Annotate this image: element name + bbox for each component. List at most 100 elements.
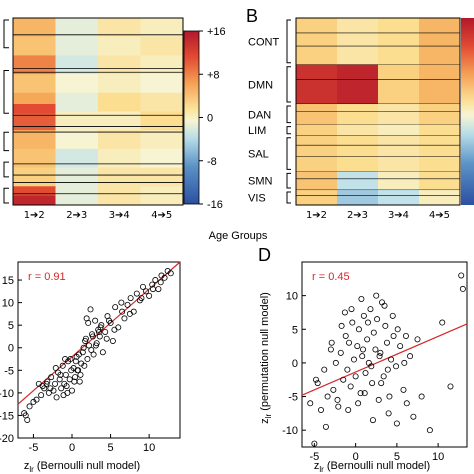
scatter-right-point bbox=[372, 346, 379, 353]
scatter-right-point bbox=[400, 386, 407, 393]
heatmap-left-cell bbox=[13, 36, 56, 56]
scatter-right-point bbox=[403, 400, 410, 407]
network-labels: CONT DMN DAN LIM SAL SMN VIS bbox=[248, 19, 291, 205]
colorbar-tick-label: 0 bbox=[207, 113, 213, 125]
scatter-left-point bbox=[85, 342, 92, 349]
scatter-right-point bbox=[357, 390, 364, 397]
heatmap-left-cell bbox=[13, 104, 56, 114]
heatmap-x-label: Age Groups bbox=[209, 230, 268, 242]
scatter-right-point bbox=[367, 306, 374, 313]
scatter-right-point bbox=[342, 332, 349, 339]
scatter-right-point bbox=[359, 353, 366, 360]
scatter-left-point bbox=[63, 383, 70, 390]
scatter-right-point bbox=[364, 336, 371, 343]
heatmap-right-cell bbox=[337, 171, 379, 191]
scatter-left-point bbox=[77, 371, 84, 378]
scatter-left-point bbox=[75, 351, 82, 358]
network-label: DAN bbox=[248, 109, 271, 121]
heatmap-right-tick-label: 4➔5 bbox=[429, 210, 450, 221]
heatmap-left-bracket bbox=[3, 69, 9, 114]
scatter-left-y-tick-label: 0 bbox=[8, 343, 14, 355]
scatter-right-point bbox=[354, 343, 361, 350]
scatter-right-point bbox=[313, 376, 320, 383]
scatter-right-point bbox=[364, 319, 371, 326]
scatter-left-point bbox=[53, 394, 60, 401]
scatter-left-point bbox=[90, 351, 97, 358]
heatmap-right-cell bbox=[378, 124, 420, 137]
network-bracket bbox=[286, 66, 291, 103]
scatter-left-point bbox=[126, 310, 133, 317]
scatter-right-point bbox=[322, 423, 329, 430]
scatter-right-point bbox=[390, 332, 397, 339]
scatter-right-point bbox=[388, 356, 395, 363]
heatmap-right-cell bbox=[419, 135, 461, 172]
heatmap-left-cell bbox=[140, 55, 184, 75]
heatmap-right-cell bbox=[337, 64, 379, 105]
colorbar-tick-label: +16 bbox=[207, 26, 226, 38]
heatmap-left-cell bbox=[55, 130, 99, 150]
heatmap-left-cell bbox=[98, 167, 141, 187]
scatter-left-point bbox=[149, 281, 156, 288]
scatter-right-y-tick-label: 10 bbox=[286, 291, 298, 303]
heatmap-left-bracket bbox=[3, 131, 9, 152]
scatter-right-point bbox=[348, 306, 355, 313]
heatmap-right-cell bbox=[419, 171, 461, 191]
scatter-right-axes bbox=[301, 261, 468, 448]
scatter-left-y-tick-label: 10 bbox=[2, 298, 14, 310]
scatter-right-point bbox=[397, 343, 404, 350]
scatter-left-point bbox=[102, 328, 109, 335]
heatmap-left-cell bbox=[55, 167, 99, 187]
scatter-right-point bbox=[358, 295, 365, 302]
heatmap-left-cell bbox=[98, 186, 141, 206]
scatter-right-point bbox=[377, 349, 384, 356]
scatter-right-point bbox=[393, 420, 400, 427]
scatter-left-point bbox=[71, 378, 78, 385]
scatter-right-point bbox=[368, 363, 375, 370]
scatter-left-point bbox=[33, 396, 40, 403]
scatter-left-point bbox=[58, 385, 65, 392]
heatmap-left-cell bbox=[55, 92, 99, 112]
scatter-left-point bbox=[82, 337, 89, 344]
heatmap-left-cell bbox=[98, 55, 141, 75]
scatter-left-point bbox=[111, 326, 118, 333]
scatter-right-point bbox=[386, 393, 393, 400]
heatmap-left-cell bbox=[140, 92, 184, 112]
scatter-right-point bbox=[393, 363, 400, 370]
colorbar-ticks: +16 +8 0 -8 -16 bbox=[199, 26, 226, 211]
scatter-left-point bbox=[103, 335, 110, 342]
scatter-left-y-tick-label: -15 bbox=[0, 410, 14, 422]
scatter-right-point bbox=[346, 339, 353, 346]
heatmap-left-tick-label: 2➔3 bbox=[66, 210, 87, 221]
scatter-right-point bbox=[380, 373, 387, 380]
scatter-right-point bbox=[374, 316, 381, 323]
heatmap-left-cell bbox=[98, 148, 141, 169]
heatmap-left-cell bbox=[140, 130, 184, 150]
scatter-left-x-tick-label: 0 bbox=[69, 442, 75, 454]
scatter-right-point bbox=[349, 319, 356, 326]
colorbar-right-edge bbox=[461, 18, 474, 205]
scatter-left-point bbox=[149, 286, 156, 293]
scatter-left-x-label: zlr (Bernoulli null model) bbox=[24, 460, 140, 474]
scatter-right-point bbox=[384, 366, 391, 373]
scatter-right-point bbox=[334, 396, 341, 403]
heatmap-left-cell bbox=[13, 130, 56, 150]
colorbar-tick-label: -8 bbox=[207, 156, 217, 168]
scatter-right-point bbox=[407, 353, 414, 360]
scatter-left-point bbox=[84, 356, 91, 363]
scatter-right-x-tick-label: 0 bbox=[353, 451, 359, 463]
heatmap-left-cell bbox=[55, 36, 99, 56]
scatter-right-point bbox=[418, 393, 425, 400]
heatmap-left-cell bbox=[140, 111, 184, 131]
scatter-right-point bbox=[307, 400, 314, 407]
heatmap-left-cell bbox=[13, 111, 56, 131]
scatter-left-point bbox=[143, 288, 150, 295]
network-bracket bbox=[286, 172, 291, 189]
heatmap-right-cell bbox=[378, 171, 420, 191]
scatter-left-x-tick-label: -5 bbox=[29, 442, 39, 454]
heatmap-left-bracket bbox=[3, 19, 9, 49]
network-label: CONT bbox=[248, 36, 279, 48]
scatter-right-point bbox=[376, 353, 383, 360]
heatmap-left-cell bbox=[98, 92, 141, 112]
scatter-right-point bbox=[332, 359, 339, 366]
scatter-right-point bbox=[355, 400, 362, 407]
